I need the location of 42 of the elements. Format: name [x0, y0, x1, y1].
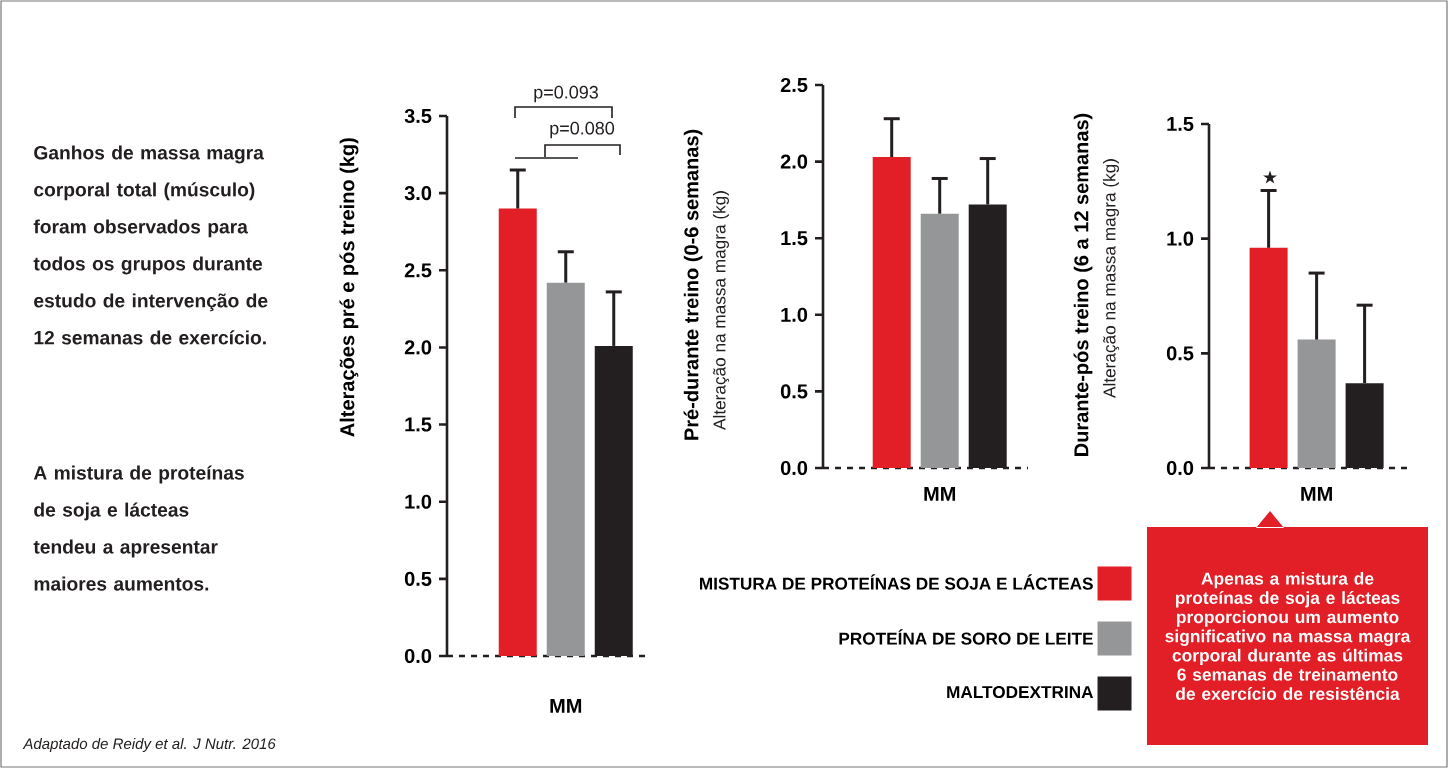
text: Alteração na massa magra (kg): [1102, 159, 1120, 398]
bar: [1297, 339, 1336, 468]
text: p=0.093: [534, 85, 598, 103]
y-tick-label: 0.0: [1166, 460, 1194, 476]
bar: [498, 208, 537, 656]
y-axis-title: Pré-durante treino (0-6 semanas): [683, 129, 703, 440]
y-tick-label: 1.5: [1167, 117, 1194, 131]
y-tick-label: 0.5: [1166, 346, 1194, 361]
y-tick-label: 3.5: [404, 108, 432, 124]
y-tick-label: 1.0: [781, 307, 808, 322]
x-tick-label: MM: [550, 699, 582, 713]
y-tick-label: 1.0: [1167, 231, 1194, 246]
legend-label: MALTODEXTRINA: [947, 685, 1094, 699]
bar: [920, 213, 959, 468]
y-axis-title: Durante-pós treino (6 a 12 semanas): [1073, 113, 1093, 456]
x-tick-label: MM: [1301, 487, 1332, 501]
bar: [546, 282, 585, 656]
bar: [872, 157, 911, 468]
y-axis-title: Alterações pré e pós treino (kg): [339, 138, 359, 437]
x-tick-label: MM: [924, 487, 956, 501]
annotation: ★: [1263, 170, 1277, 184]
y-tick-label: 2.5: [780, 77, 808, 93]
text: Alteração na massa magra (kg): [712, 191, 730, 430]
text: Ganhos de massa magra corporal total (músculo) foram observados para todos os grupos durante estudo de intervenção de 12 semanas de exercício.: [33, 145, 268, 345]
y-tick-label: 1.5: [781, 231, 808, 246]
y-tick-label: 0.5: [404, 571, 432, 586]
y-tick-label: 2.5: [404, 263, 432, 278]
legend-label: MISTURA DE PROTEÍNAS DE SOJA E LÁCTEAS: [700, 574, 1093, 590]
bar: [1249, 247, 1288, 468]
y-tick-label: 1.5: [405, 417, 432, 432]
annotation: p=0.080: [550, 121, 615, 139]
y-tick-label: 0.0: [780, 460, 808, 476]
text: Adaptado de Reidy et al. J Nutr. 2016: [22, 738, 276, 752]
legend-label: PROTEÍNA DE SORO DE LEITE: [839, 629, 1093, 645]
y-tick-label: 2.0: [780, 154, 808, 169]
text: A mistura de proteínas de soja e lácteas tendeu a apresentar maiores aumentos.: [33, 465, 244, 591]
y-tick-label: 1.0: [405, 494, 432, 509]
y-tick-label: 0.5: [780, 384, 808, 399]
y-tick-label: 3.0: [404, 186, 432, 201]
y-tick-label: 2.0: [404, 340, 432, 355]
text: Apenas a mistura de proteínas de soja e lácteas proporcionou um aumento significativo na massa magra corporal durante as últimas 6 semanas de treinamento de exercício de resistência: [1165, 572, 1411, 700]
y-tick-label: 0.0: [404, 648, 432, 664]
